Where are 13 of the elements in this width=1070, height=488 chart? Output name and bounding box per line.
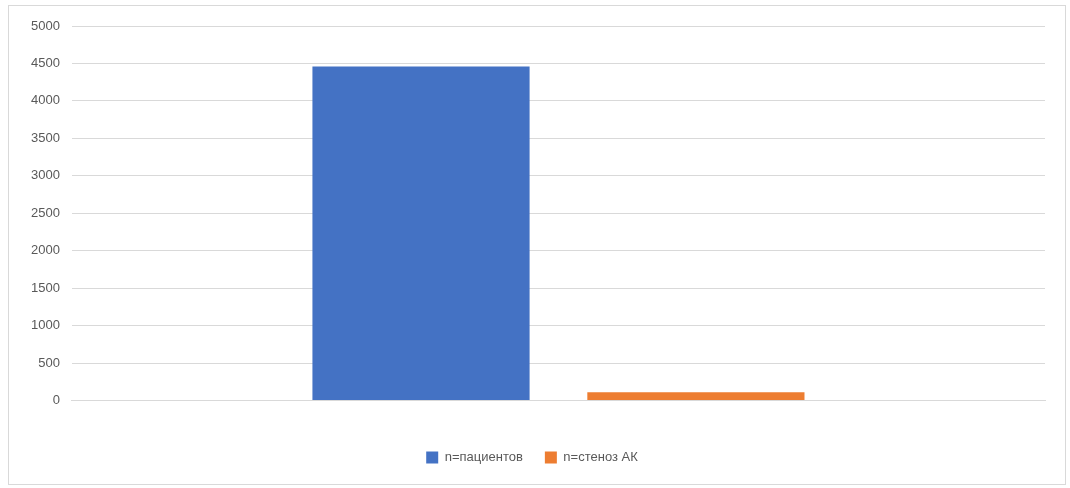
- y-tick-label: 2500: [31, 204, 60, 220]
- y-tick-label: 500: [38, 354, 60, 370]
- y-tick-label: 4500: [31, 55, 60, 71]
- legend-label: n=пациентов: [444, 449, 523, 465]
- y-tick-label: 2000: [31, 242, 60, 258]
- y-tick-label: 1500: [31, 279, 60, 295]
- legend-label: n=стеноз АК: [563, 449, 639, 465]
- y-tick-label: 0: [52, 392, 60, 408]
- y-tick-label: 5000: [31, 17, 60, 33]
- y-tick-label: 3500: [31, 129, 60, 145]
- y-tick-label: 3000: [31, 167, 60, 183]
- y-tick-label: 1000: [31, 317, 60, 333]
- y-tick-label: 4000: [31, 92, 60, 108]
